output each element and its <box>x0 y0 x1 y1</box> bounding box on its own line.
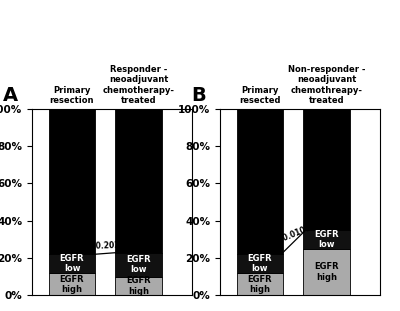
Bar <box>115 109 162 253</box>
Bar <box>303 109 350 230</box>
Text: EGFR
high: EGFR high <box>248 275 272 294</box>
Bar <box>115 253 162 277</box>
Text: EGFR
low: EGFR low <box>126 255 151 274</box>
Bar <box>237 254 283 273</box>
Text: p=0.0107: p=0.0107 <box>271 223 312 247</box>
Text: Non-responder -
neoadjuvant
chemothreapy-
treated: Non-responder - neoadjuvant chemothreapy… <box>288 65 366 105</box>
Text: EGFR
low: EGFR low <box>314 230 339 249</box>
Bar <box>303 249 350 295</box>
Bar <box>303 230 350 249</box>
Bar <box>49 254 95 273</box>
Text: EGFR
high: EGFR high <box>60 275 84 294</box>
Text: EGFR
high: EGFR high <box>314 262 339 282</box>
Text: EGFR
high: EGFR high <box>126 276 151 296</box>
Text: Primary
resection: Primary resection <box>50 86 94 105</box>
Text: EGFR
low: EGFR low <box>60 254 84 273</box>
Bar <box>49 273 95 295</box>
Text: p=0.2028: p=0.2028 <box>84 241 126 251</box>
Text: A: A <box>3 86 18 105</box>
Text: Responder -
neoadjuvant
chemotherapy-
treated: Responder - neoadjuvant chemotherapy- tr… <box>103 65 175 105</box>
Text: Primary
resected: Primary resected <box>239 86 281 105</box>
Bar <box>115 277 162 295</box>
Bar <box>49 109 95 254</box>
Bar <box>237 109 283 254</box>
Text: B: B <box>191 86 206 105</box>
Bar <box>237 273 283 295</box>
Text: EGFR
low: EGFR low <box>248 254 272 273</box>
